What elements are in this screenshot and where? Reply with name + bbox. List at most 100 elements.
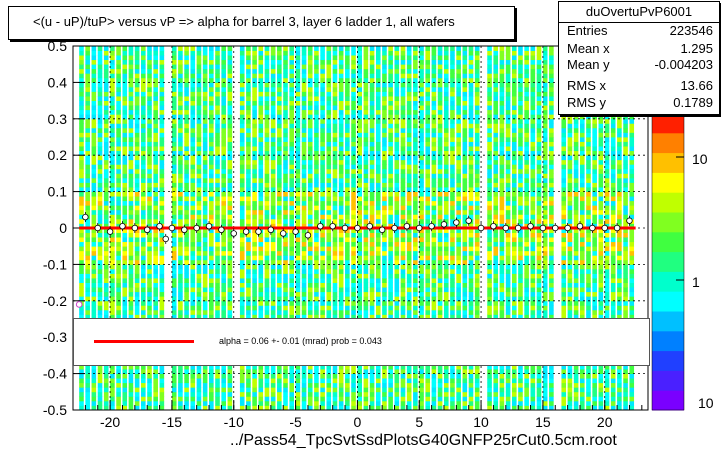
heatmap-cell [363, 118, 369, 124]
heatmap-cell [295, 159, 301, 165]
heatmap-cell [468, 187, 474, 192]
heatmap-cell [307, 136, 313, 142]
heatmap-cell [184, 177, 189, 183]
heatmap-cell [332, 405, 338, 411]
heatmap-cell [425, 159, 431, 165]
heatmap-cell [400, 382, 406, 388]
heatmap-cell [456, 278, 461, 283]
heatmap-cell [320, 273, 325, 279]
heatmap-cell [307, 278, 313, 283]
heatmap-cell [431, 127, 437, 133]
heatmap-cell [425, 214, 431, 220]
heatmap-cell [159, 391, 165, 397]
heatmap-cell [314, 150, 319, 156]
heatmap-cell [147, 177, 152, 183]
heatmap-cell [443, 105, 449, 111]
heatmap-cell [456, 127, 461, 133]
heatmap-cell [314, 164, 319, 170]
heatmap-cell [134, 155, 140, 161]
heatmap-cell [394, 118, 400, 124]
heatmap-cell [375, 55, 381, 61]
heatmap-cell [338, 77, 344, 83]
heatmap-cell [431, 77, 437, 83]
heatmap-cell [277, 105, 282, 111]
heatmap-cell [450, 296, 455, 302]
heatmap-cell [246, 223, 251, 229]
heatmap-cell [419, 177, 424, 183]
heatmap-cell [171, 405, 177, 411]
heatmap-cell [184, 223, 189, 229]
heatmap-cell [122, 100, 128, 106]
heatmap-cell [209, 59, 214, 65]
heatmap-cell [153, 232, 158, 238]
heatmap-cell [153, 364, 158, 370]
heatmap-cell [122, 68, 128, 74]
heatmap-cell [184, 255, 189, 261]
heatmap-cell [116, 273, 121, 279]
heatmap-cell [307, 114, 313, 120]
heatmap-cell [221, 59, 226, 65]
heatmap-cell [320, 255, 325, 261]
heatmap-cell [85, 173, 90, 179]
heatmap-cell [184, 282, 189, 288]
heatmap-cell [110, 91, 115, 97]
heatmap-cell [153, 396, 158, 402]
heatmap-cell [363, 282, 369, 288]
heatmap-cell [406, 146, 412, 152]
heatmap-cell [147, 264, 152, 270]
heatmap-cell [91, 232, 97, 238]
heatmap-cell [277, 396, 282, 402]
heatmap-cell [122, 86, 128, 92]
heatmap-cell [474, 287, 480, 293]
heatmap-cell [202, 250, 208, 256]
heatmap-cell [351, 127, 356, 133]
heatmap-cell [122, 205, 128, 211]
heatmap-cell [375, 209, 381, 215]
heatmap-cell [159, 218, 165, 224]
heatmap-cell [406, 378, 412, 384]
heatmap-cell [431, 296, 437, 302]
heatmap-cell [202, 268, 208, 274]
heatmap-cell [357, 182, 363, 188]
heatmap-cell [97, 123, 103, 129]
heatmap-cell [382, 64, 387, 70]
heatmap-cell [425, 218, 431, 224]
heatmap-cell [116, 227, 121, 233]
heatmap-cell [116, 209, 121, 215]
heatmap-cell [363, 296, 369, 302]
heatmap-cell [270, 314, 276, 320]
heatmap-cell [419, 132, 424, 138]
heatmap-cell [178, 305, 183, 311]
heatmap-cell [351, 182, 356, 188]
heatmap-cell [264, 396, 270, 402]
heatmap-cell [375, 196, 381, 202]
heatmap-cell [301, 282, 307, 288]
heatmap-cell [382, 314, 387, 320]
heatmap-cell [375, 369, 381, 374]
heatmap-cell [141, 164, 146, 170]
heatmap-cell [425, 364, 431, 370]
heatmap-cell [171, 146, 177, 152]
heatmap-cell [425, 305, 431, 311]
heatmap-cell [394, 159, 400, 165]
heatmap-cell [456, 55, 461, 61]
heatmap-cell [264, 177, 270, 183]
heatmap-cell [345, 168, 350, 174]
heatmap-cell [406, 127, 412, 133]
heatmap-cell [295, 182, 301, 188]
heatmap-cell [277, 241, 282, 247]
heatmap-cell [431, 278, 437, 283]
heatmap-cell [147, 141, 152, 147]
heatmap-cell [338, 268, 344, 274]
heatmap-cell [375, 255, 381, 261]
heatmap-cell [320, 100, 325, 106]
heatmap-cell [314, 155, 319, 161]
heatmap-cell [184, 173, 189, 179]
heatmap-cell [91, 250, 97, 256]
heatmap-cell [270, 177, 276, 183]
heatmap-cell [406, 141, 412, 147]
heatmap-cell [264, 118, 270, 124]
heatmap-cell [184, 305, 189, 311]
heatmap-cell [116, 378, 121, 384]
heatmap-cell [159, 96, 165, 101]
